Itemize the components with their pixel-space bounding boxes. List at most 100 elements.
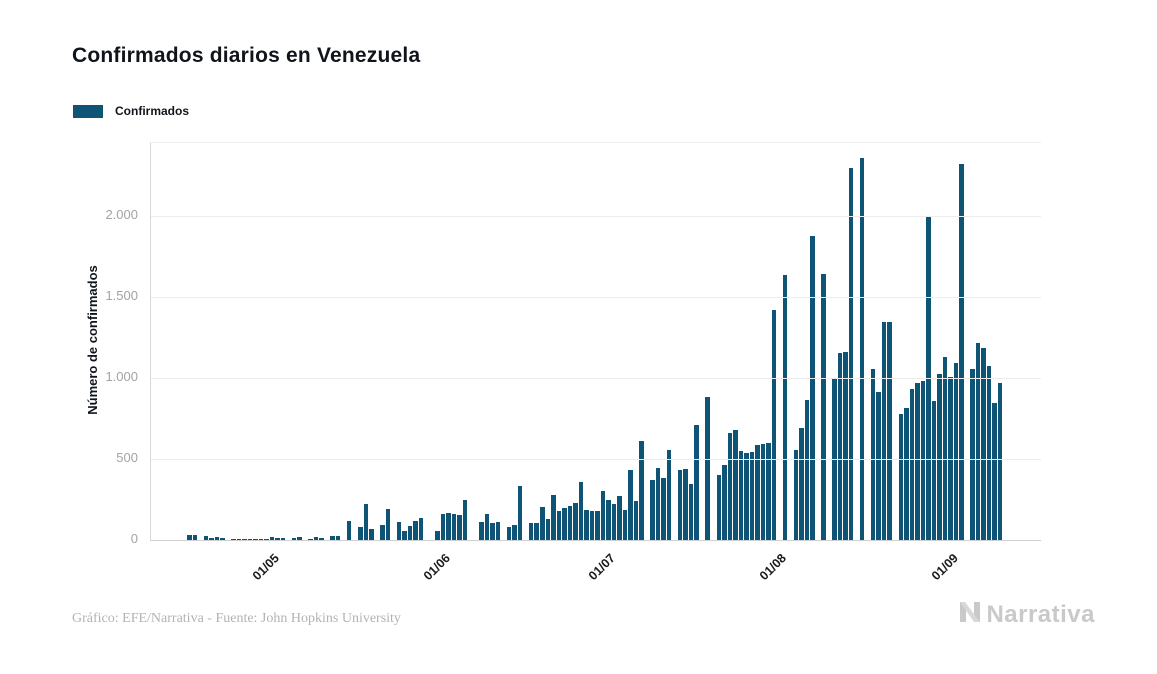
bar[interactable] (357, 526, 363, 540)
bar[interactable] (760, 444, 766, 540)
bar[interactable] (457, 515, 462, 540)
bar[interactable] (953, 362, 959, 540)
bar[interactable] (517, 486, 523, 540)
bar[interactable] (870, 369, 876, 540)
bar[interactable] (948, 377, 953, 540)
bar[interactable] (534, 522, 539, 540)
bar[interactable] (975, 342, 981, 540)
bar[interactable] (451, 513, 457, 540)
bar[interactable] (369, 529, 374, 540)
bar[interactable] (694, 424, 699, 540)
bar[interactable] (396, 522, 402, 540)
bar[interactable] (335, 536, 341, 540)
bar[interactable] (782, 275, 788, 540)
bar[interactable] (269, 537, 275, 540)
bar[interactable] (506, 526, 512, 540)
bar[interactable] (363, 504, 369, 540)
bar[interactable] (540, 506, 545, 540)
bar[interactable] (231, 539, 236, 540)
bar[interactable] (407, 526, 413, 540)
bar[interactable] (688, 483, 694, 540)
bar[interactable] (655, 467, 661, 540)
bar[interactable] (595, 510, 600, 540)
bar[interactable] (242, 539, 247, 540)
bar[interactable] (611, 503, 617, 540)
bar[interactable] (677, 470, 683, 540)
bar[interactable] (997, 382, 1003, 540)
bar[interactable] (722, 465, 727, 540)
bar[interactable] (484, 513, 490, 540)
bar[interactable] (236, 538, 242, 540)
bar[interactable] (275, 537, 280, 540)
bar[interactable] (970, 368, 975, 540)
bar[interactable] (705, 396, 710, 540)
bar[interactable] (942, 356, 948, 540)
bar[interactable] (931, 400, 937, 540)
bar[interactable] (308, 538, 313, 540)
bar[interactable] (716, 475, 722, 540)
bar[interactable] (556, 510, 562, 540)
bar[interactable] (661, 477, 666, 540)
bar[interactable] (992, 402, 997, 540)
bar[interactable] (650, 480, 655, 540)
bar[interactable] (203, 535, 209, 540)
bar[interactable] (804, 400, 810, 540)
bar[interactable] (258, 539, 264, 540)
bar[interactable] (793, 450, 799, 540)
bar[interactable] (297, 537, 302, 540)
bar[interactable] (435, 531, 440, 540)
bar[interactable] (187, 535, 192, 540)
bar[interactable] (418, 517, 424, 540)
bar[interactable] (319, 537, 324, 540)
bar[interactable] (551, 495, 556, 540)
bar[interactable] (799, 428, 804, 540)
bar[interactable] (810, 236, 815, 540)
bar[interactable] (887, 322, 892, 540)
bar[interactable] (192, 535, 198, 540)
bar[interactable] (247, 539, 253, 540)
bar[interactable] (528, 522, 534, 540)
bar[interactable] (744, 452, 749, 540)
bar[interactable] (909, 389, 915, 540)
bar[interactable] (330, 536, 335, 540)
bar[interactable] (440, 514, 446, 540)
bar[interactable] (639, 440, 644, 540)
bar[interactable] (562, 507, 567, 540)
bar[interactable] (749, 451, 755, 540)
bar[interactable] (313, 536, 319, 540)
legend-item-confirmados[interactable]: Confirmados (73, 104, 189, 118)
bar[interactable] (495, 522, 501, 540)
bar[interactable] (633, 501, 639, 540)
bar[interactable] (755, 444, 760, 540)
bar[interactable] (837, 353, 843, 540)
bar[interactable] (981, 347, 986, 540)
bar[interactable] (727, 433, 733, 540)
bar[interactable] (766, 443, 771, 540)
bar[interactable] (479, 521, 484, 540)
bar[interactable] (898, 413, 904, 540)
bar[interactable] (771, 310, 777, 540)
bar[interactable] (843, 351, 848, 540)
bar[interactable] (567, 505, 573, 540)
bar[interactable] (859, 157, 865, 540)
bar[interactable] (738, 450, 744, 540)
bar[interactable] (512, 524, 517, 540)
bar[interactable] (589, 510, 595, 540)
bar[interactable] (253, 539, 258, 540)
bar[interactable] (385, 509, 391, 540)
bar[interactable] (628, 469, 633, 540)
bar[interactable] (446, 512, 451, 540)
bar[interactable] (402, 531, 407, 540)
bar[interactable] (578, 482, 584, 540)
bar[interactable] (848, 168, 854, 540)
bar[interactable] (881, 322, 887, 540)
bar[interactable] (821, 273, 826, 540)
bar[interactable] (573, 502, 578, 540)
bar[interactable] (904, 407, 909, 540)
bar[interactable] (545, 519, 551, 540)
bar[interactable] (264, 539, 269, 540)
bar[interactable] (622, 510, 628, 540)
bar[interactable] (959, 164, 964, 540)
bar[interactable] (915, 382, 920, 540)
bar[interactable] (346, 520, 352, 540)
